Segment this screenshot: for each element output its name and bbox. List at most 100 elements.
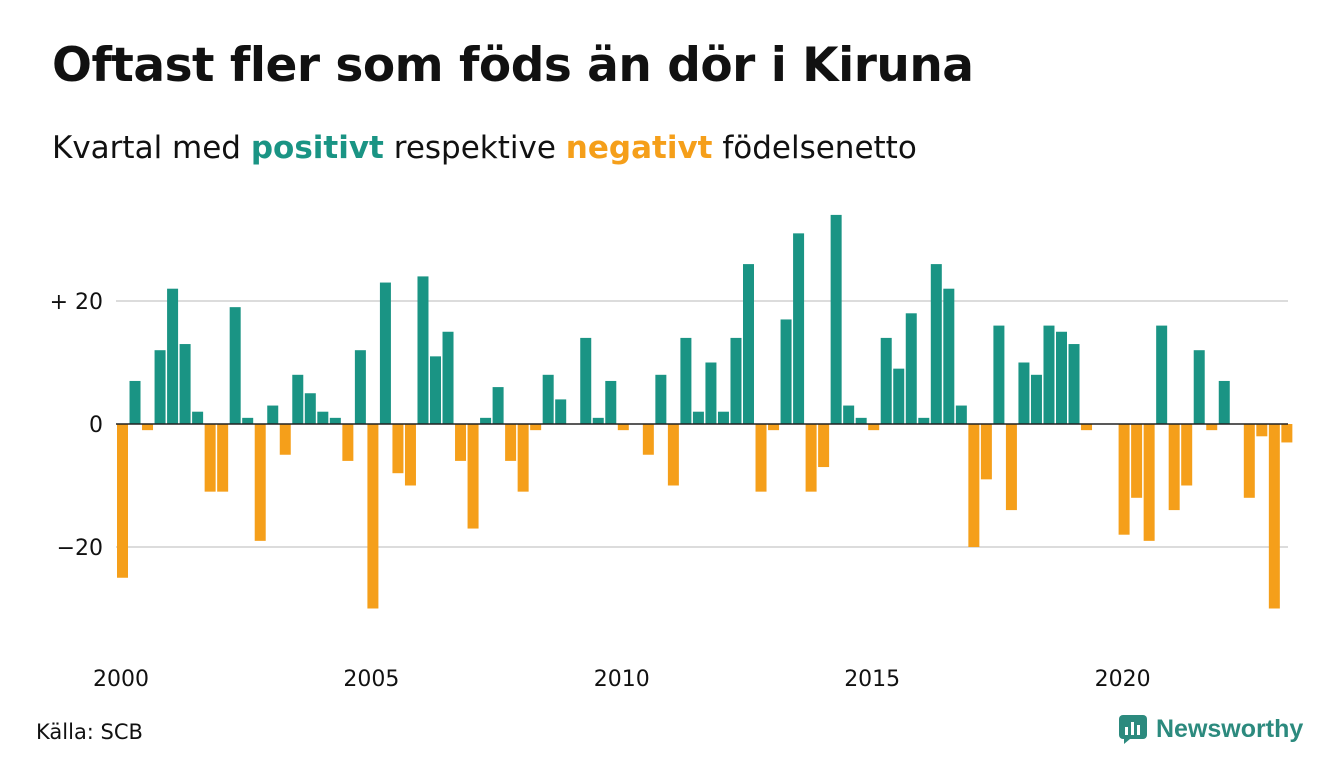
bar-positive [930, 264, 942, 424]
bar-negative [805, 424, 817, 492]
bar-positive [830, 214, 842, 424]
bar-positive [1043, 325, 1055, 424]
bar-positive [292, 374, 304, 424]
bar-positive [1156, 325, 1168, 424]
bar-negative [254, 424, 266, 541]
grid-layer [116, 300, 1288, 548]
x-tick-label: 2000 [93, 667, 149, 692]
subtitle-pre: Kvartal med [52, 130, 241, 166]
bar-positive [680, 337, 692, 424]
y-tick-label: + 20 [50, 290, 103, 315]
bar-positive [1218, 380, 1230, 424]
bar-positive [843, 405, 855, 424]
axis-layer: + 20 0 −20 2000 2005 2010 2015 2020 [50, 290, 1288, 692]
bar-negative [980, 424, 992, 480]
bar-positive [655, 374, 667, 424]
bar-negative [1168, 424, 1180, 511]
bar-positive [743, 264, 754, 424]
bar-positive [730, 337, 742, 424]
bar-positive [542, 374, 554, 424]
bar-positive [692, 411, 704, 424]
bar-positive [354, 350, 366, 424]
bar-positive [717, 411, 729, 424]
newsworthy-logo-icon [1119, 715, 1147, 744]
bar-positive [993, 325, 1005, 424]
bar-negative [392, 424, 404, 474]
bar-negative [1256, 424, 1268, 437]
bars-layer [117, 214, 1293, 609]
bar-positive [1068, 344, 1080, 424]
bar-negative [517, 424, 529, 492]
bar-positive [167, 288, 179, 424]
bar-negative [142, 424, 154, 431]
brand-name: Newsworthy [1156, 714, 1304, 743]
bar-positive [154, 350, 166, 424]
bar-positive [1030, 374, 1042, 424]
bar-negative [204, 424, 216, 492]
subtitle-negative: negativt [565, 130, 713, 166]
bar-negative [455, 424, 467, 461]
bar-negative [667, 424, 679, 486]
bar-positive [192, 411, 204, 424]
bar-positive [855, 417, 867, 424]
bar-positive [179, 344, 191, 424]
bar-negative [1181, 424, 1193, 486]
bar-negative [968, 424, 980, 547]
bar-positive [304, 393, 316, 424]
chart-subtitle: Kvartal med positivt respektive negativt… [52, 130, 917, 166]
bar-positive [555, 399, 567, 424]
bar-negative [1131, 424, 1143, 498]
x-tick-label: 2015 [844, 667, 900, 692]
bar-positive [893, 368, 905, 424]
bar-negative [505, 424, 517, 461]
bar-negative [279, 424, 291, 455]
bar-negative [217, 424, 229, 492]
bar-positive [417, 276, 429, 424]
bar-positive [705, 362, 717, 424]
subtitle-positive: positivt [250, 130, 384, 166]
bar-positive [317, 411, 329, 424]
bar-positive [793, 233, 805, 424]
bar-positive [955, 405, 967, 424]
bar-positive [430, 356, 441, 424]
bar-negative [818, 424, 830, 468]
bar-negative [467, 424, 479, 529]
bar-positive [580, 337, 592, 424]
bar-negative [1118, 424, 1130, 535]
source-label: Källa: SCB [36, 720, 143, 744]
bar-positive [329, 417, 341, 424]
bar-negative [530, 424, 542, 431]
bar-positive [480, 417, 492, 424]
bar-positive [880, 337, 892, 424]
bar-positive [267, 405, 279, 424]
bar-positive [492, 387, 504, 424]
bar-positive [918, 417, 930, 424]
bar-positive [943, 288, 955, 424]
x-tick-label: 2020 [1095, 667, 1151, 692]
bar-positive [905, 313, 917, 424]
bar-negative [1243, 424, 1255, 498]
bar-positive [1193, 350, 1205, 424]
y-tick-label: 0 [89, 413, 103, 438]
subtitle-mid: respektive [393, 130, 556, 166]
bar-positive [379, 282, 391, 424]
bar-positive [780, 319, 792, 424]
bar-positive [242, 417, 254, 424]
bar-negative [868, 424, 880, 431]
subtitle-post: födelsenetto [722, 130, 917, 166]
bar-positive [1018, 362, 1030, 424]
bar-negative [342, 424, 354, 461]
brand[interactable]: Newsworthy [1118, 714, 1303, 744]
bar-positive [442, 331, 454, 424]
bar-negative [642, 424, 654, 455]
y-tick-label: −20 [57, 536, 103, 561]
bar-negative [1143, 424, 1155, 541]
bar-negative [617, 424, 629, 431]
x-tick-label: 2005 [343, 667, 399, 692]
chart-title: Oftast fler som föds än dör i Kiruna [52, 38, 974, 93]
bar-negative [367, 424, 379, 609]
bar-negative [1206, 424, 1218, 431]
bar-positive [592, 417, 604, 424]
x-tick-label: 2010 [594, 667, 650, 692]
